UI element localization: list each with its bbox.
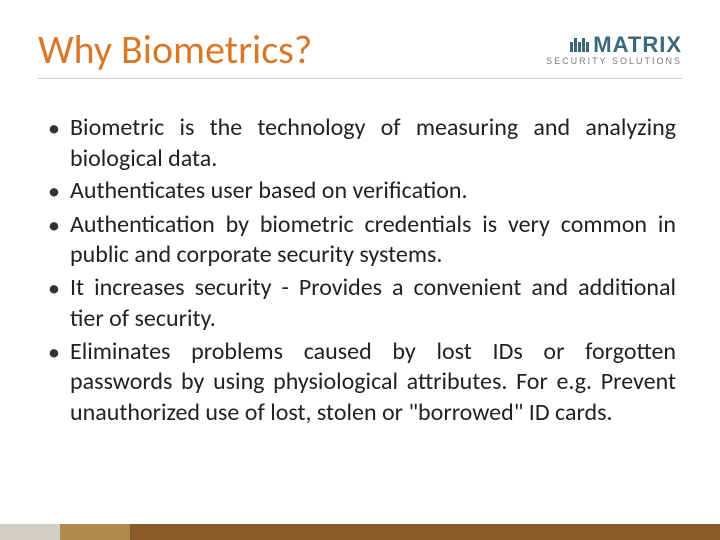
logo-bars-icon	[570, 38, 589, 52]
bullet-text: Authentication by biometric credentials …	[70, 210, 676, 271]
logo-tagline: SECURITY SOLUTIONS	[546, 56, 682, 66]
footer-accent-bar	[0, 524, 720, 540]
bullet-text: Biometric is the technology of measuring…	[70, 113, 676, 174]
logo-top-row: MATRIX	[570, 32, 682, 58]
bullet-text: Eliminates problems caused by lost IDs o…	[70, 337, 676, 429]
bullet-icon: •	[44, 176, 70, 207]
title-underline	[38, 78, 682, 79]
list-item: • Eliminates problems caused by lost IDs…	[44, 337, 676, 429]
bullet-text: It increases security - Provides a conve…	[70, 273, 676, 334]
footer-segment	[60, 524, 130, 540]
logo-name: MATRIX	[593, 32, 682, 58]
slide-container: Why Biometrics? MATRIX SECURITY SOLUTION…	[0, 0, 720, 540]
content-area: • Biometric is the technology of measuri…	[38, 113, 682, 429]
bullet-list: • Biometric is the technology of measuri…	[44, 113, 676, 429]
title-block: Why Biometrics?	[38, 28, 312, 72]
list-item: • Authenticates user based on verificati…	[44, 176, 676, 207]
list-item: • Authentication by biometric credential…	[44, 210, 676, 271]
bullet-icon: •	[44, 113, 70, 144]
bullet-icon: •	[44, 210, 70, 241]
brand-logo: MATRIX SECURITY SOLUTIONS	[546, 32, 682, 66]
footer-segment	[130, 524, 720, 540]
bullet-text: Authenticates user based on verification…	[70, 176, 676, 207]
list-item: • Biometric is the technology of measuri…	[44, 113, 676, 174]
list-item: • It increases security - Provides a con…	[44, 273, 676, 334]
slide-title: Why Biometrics?	[38, 28, 312, 72]
header-row: Why Biometrics? MATRIX SECURITY SOLUTION…	[38, 28, 682, 72]
bullet-icon: •	[44, 337, 70, 368]
footer-segment	[0, 524, 60, 540]
bullet-icon: •	[44, 273, 70, 304]
